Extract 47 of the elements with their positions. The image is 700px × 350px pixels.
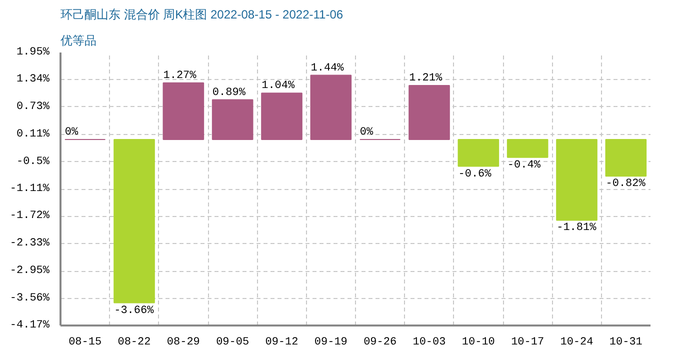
x-tick-label: 08-29 [166, 336, 200, 348]
x-tick-label: 10-31 [609, 336, 643, 348]
x-tick-label: 09-19 [314, 336, 348, 348]
data-label: 1.04% [262, 80, 295, 92]
data-label: -1.81% [556, 222, 597, 234]
bar [605, 138, 647, 177]
y-tick-label: -3.56% [10, 292, 50, 304]
y-tick-label: -2.95% [10, 265, 50, 278]
y-tick-label: -1.72% [10, 210, 50, 222]
bar [458, 138, 500, 167]
y-tick-label: -1.11% [10, 183, 50, 195]
x-tick-label: 10-24 [560, 336, 594, 348]
data-label: 0.89% [212, 86, 246, 99]
chart-subtitle: 优等品 [60, 34, 96, 48]
x-tick-label: 09-05 [216, 336, 250, 348]
bar [114, 138, 155, 304]
y-tick-label: 1.95% [16, 46, 50, 58]
bar [162, 82, 204, 140]
x-tick-label: 10-17 [511, 336, 544, 348]
y-tick-label: 0.11% [16, 128, 50, 141]
y-tick-label: -0.5% [16, 156, 50, 168]
x-tick-label: 10-03 [412, 336, 446, 348]
chart-title: 环己酮山东 混合价 周K柱图 2022-08-15 - 2022-11-06 [60, 8, 344, 22]
x-tick-label: 10-10 [462, 336, 495, 348]
data-label: 1.21% [409, 72, 442, 85]
x-tick-label: 08-15 [68, 336, 102, 348]
bar [408, 85, 450, 140]
data-label: 1.44% [310, 62, 344, 74]
bar [556, 138, 598, 221]
bar [506, 138, 548, 158]
bar [310, 74, 352, 140]
bar [261, 92, 302, 140]
y-tick-label: 0.73% [16, 100, 50, 113]
x-tick-label: 09-26 [364, 336, 397, 348]
y-tick-label: -2.33% [10, 237, 50, 250]
data-label: -3.66% [114, 304, 154, 317]
x-tick-label: 09-12 [265, 336, 298, 348]
data-label: -0.4% [507, 159, 541, 172]
y-tick-label: 1.34% [16, 74, 50, 86]
data-label: 1.27% [163, 70, 197, 82]
bar [212, 99, 254, 140]
data-label: -0.82% [606, 178, 646, 190]
data-label: 0% [64, 126, 79, 138]
y-tick-label: -4.17% [10, 320, 50, 332]
x-tick-label: 08-22 [118, 336, 151, 348]
data-label: -0.6% [458, 168, 492, 180]
data-label: 0% [360, 126, 374, 138]
